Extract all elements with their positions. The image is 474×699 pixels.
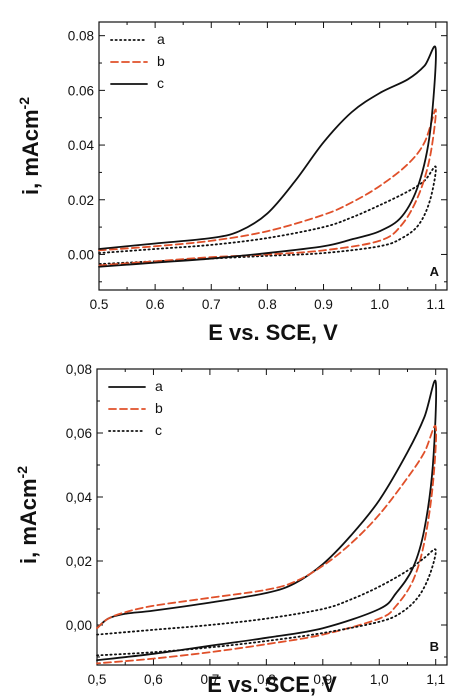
y-axis-label-superscript: -2	[14, 466, 30, 479]
y-tick-label: 0,08	[66, 362, 92, 377]
x-tick-label: 0.9	[314, 297, 333, 312]
y-tick-label: 0.04	[68, 138, 95, 153]
series-curve-b	[98, 108, 437, 267]
series-curve-a	[98, 165, 437, 265]
chart-panel-b: 0,5 0,6 0,7 0,8 0,9 1,0 1,1 0,00 0,02 0,04 0,06 0,0…	[14, 362, 448, 697]
y-tick-label: 0.02	[68, 193, 94, 208]
y-tick-label: 0.06	[68, 83, 94, 98]
y-axis-label-text: i, mAcm	[16, 478, 41, 564]
x-tick-label: 0,5	[88, 672, 107, 687]
y-axis-label: i, mAcm-2	[16, 97, 43, 195]
x-tick-label: 0,6	[144, 672, 163, 687]
x-tick-label: 0.6	[146, 297, 165, 312]
legend-label-c: c	[155, 422, 162, 438]
x-tick-label: 1,1	[426, 672, 445, 687]
plot-frame	[96, 368, 448, 666]
y-tick-label: 0,02	[66, 554, 92, 569]
y-tick-label: 0,00	[66, 618, 92, 633]
x-tick-label: 0,9	[313, 672, 332, 687]
y-axis-label: i, mAcm-2	[14, 466, 41, 564]
x-tick-label: 0.7	[202, 297, 221, 312]
x-tick-label: 0.5	[90, 297, 109, 312]
x-axis-label: E vs. SCE, V	[207, 672, 337, 697]
x-tick-label: 0,7	[201, 672, 220, 687]
panel-label: B	[430, 639, 439, 654]
series-curve-a	[96, 379, 438, 662]
series-curve-b	[96, 424, 438, 665]
legend-label-b: b	[157, 53, 165, 69]
y-tick-label: 0,04	[66, 490, 93, 505]
x-axis-label: E vs. SCE, V	[208, 320, 338, 345]
x-tick-label: 1.1	[426, 297, 445, 312]
y-tick-label: 0.00	[68, 247, 94, 262]
chart-panel-a: 0.5 0.6 0.7 0.8 0.9 1.0 1.1 0.00 0.02 0.04 0.06 0.0…	[16, 21, 448, 345]
plot-frame	[98, 21, 448, 291]
series-curve-c	[96, 548, 437, 657]
panel-label: A	[430, 264, 440, 279]
legend-label-a: a	[157, 31, 165, 47]
legend-label-b: b	[155, 400, 163, 416]
x-tick-label: 1.0	[370, 297, 389, 312]
series-curve-c	[98, 45, 437, 268]
y-tick-label: 0,06	[66, 426, 92, 441]
legend-label-c: c	[157, 75, 164, 91]
legend-label-a: a	[155, 378, 163, 394]
y-tick-label: 0.08	[68, 29, 94, 44]
y-axis-label-superscript: -2	[16, 97, 32, 110]
y-axis-label-text: i, mAcm	[18, 109, 43, 195]
x-tick-label: 1,0	[370, 672, 389, 687]
x-tick-label: 0,8	[257, 672, 276, 687]
x-tick-label: 0.8	[258, 297, 277, 312]
